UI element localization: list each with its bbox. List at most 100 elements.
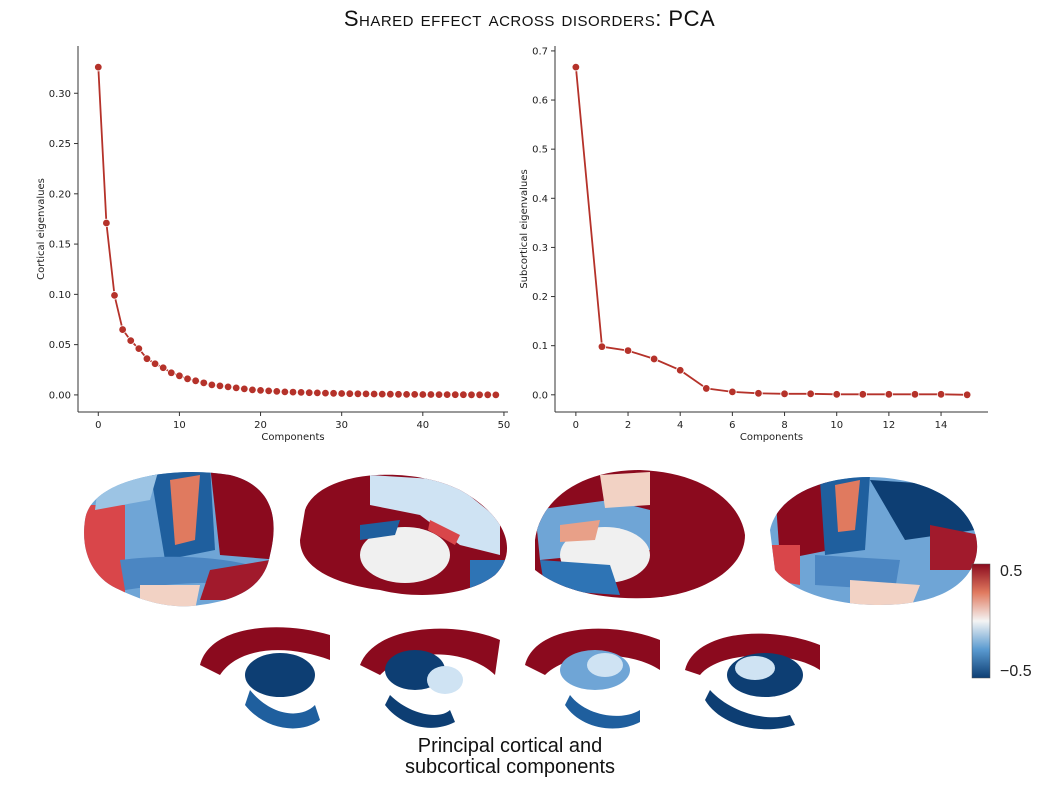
x-tick-label: 4 xyxy=(677,420,683,431)
data-point xyxy=(158,363,168,372)
data-point xyxy=(754,389,763,398)
subcortical-view-1 xyxy=(200,627,330,729)
data-point xyxy=(467,390,476,400)
subcortical-view-2 xyxy=(360,628,500,728)
y-tick-label: 0.0 xyxy=(532,390,548,401)
colorbar-max-label: 0.5 xyxy=(1000,563,1023,580)
data-point xyxy=(142,354,152,363)
caption-line-2: subcortical components xyxy=(404,756,616,778)
y-tick-label: 0.6 xyxy=(532,96,548,107)
data-point xyxy=(962,390,972,400)
cortical-eigenvalue-chart: 0.00 0.05 0.10 0.15 0.20 0.25 0.30 0 10 20 30 40 50 C… xyxy=(36,46,511,443)
data-point xyxy=(183,374,192,384)
x-tick-label: 0 xyxy=(573,420,579,431)
data-point xyxy=(329,389,338,398)
data-point xyxy=(649,354,659,364)
data-point xyxy=(175,371,184,381)
brain-maps xyxy=(84,470,991,730)
data-point xyxy=(167,368,176,377)
data-point xyxy=(240,384,249,394)
y-tick-label: 0.4 xyxy=(532,194,548,205)
colorbar xyxy=(971,563,991,679)
y-tick-label: 0.10 xyxy=(49,290,71,301)
x-tick-label: 6 xyxy=(729,420,735,431)
data-point xyxy=(832,390,841,399)
data-point xyxy=(118,325,127,334)
x-axis-label: Components xyxy=(261,432,324,443)
data-point xyxy=(676,366,685,375)
data-point xyxy=(126,336,135,345)
data-point xyxy=(451,390,460,399)
data-point xyxy=(353,389,363,399)
y-tick-label: 0.2 xyxy=(532,292,548,303)
data-point xyxy=(134,344,144,353)
figure-caption: Principal cortical and subcortical compo… xyxy=(0,736,1020,778)
data-point xyxy=(361,389,371,399)
data-point xyxy=(110,291,119,300)
data-point xyxy=(305,388,314,397)
data-point xyxy=(345,389,354,398)
x-axis-label: Components xyxy=(740,432,803,443)
x-tick-label: 8 xyxy=(781,420,787,431)
data-point xyxy=(223,382,233,392)
y-axis-label: Cortical eigenvalues xyxy=(36,178,47,280)
data-point xyxy=(280,387,290,397)
data-point xyxy=(264,386,273,396)
brain-lateral-right xyxy=(770,477,978,605)
data-point xyxy=(321,388,330,398)
data-point xyxy=(884,390,894,399)
data-point xyxy=(102,218,111,228)
x-tick-label: 2 xyxy=(625,420,631,431)
y-tick-label: 0.25 xyxy=(49,139,71,150)
caption-line-1: Principal cortical and xyxy=(417,735,603,757)
data-point xyxy=(806,389,815,399)
brain-medial-right xyxy=(535,470,745,599)
data-point xyxy=(150,359,160,368)
data-point xyxy=(597,342,607,351)
y-tick-label: 0.00 xyxy=(49,390,71,401)
data-point xyxy=(434,390,444,399)
data-point xyxy=(910,390,920,399)
y-tick-label: 0.20 xyxy=(49,189,71,200)
x-tick-label: 14 xyxy=(935,420,948,431)
data-point xyxy=(215,381,225,391)
x-tick-label: 30 xyxy=(335,420,348,431)
y-tick-label: 0.30 xyxy=(49,89,71,100)
data-point xyxy=(623,346,633,355)
y-tick-label: 0.05 xyxy=(49,340,71,351)
series-line xyxy=(575,67,968,396)
data-point xyxy=(272,387,281,396)
colorbar-min-label: −0.5 xyxy=(1000,663,1032,680)
y-tick-label: 0.7 xyxy=(532,46,548,57)
data-point xyxy=(199,378,208,388)
data-point xyxy=(94,62,103,72)
data-point xyxy=(491,390,501,400)
y-axis-label: Subcortical eigenvalues xyxy=(519,169,530,288)
data-point xyxy=(410,390,419,399)
data-point xyxy=(702,384,711,393)
data-point xyxy=(337,389,346,398)
figure-title: Shared effect across disorders: PCA xyxy=(343,6,716,31)
data-point xyxy=(191,376,200,386)
data-point xyxy=(858,390,867,399)
x-tick-label: 20 xyxy=(254,420,267,431)
subcortical-view-4 xyxy=(685,633,820,730)
data-point xyxy=(483,390,492,400)
data-point xyxy=(369,389,379,399)
data-point xyxy=(418,390,428,399)
x-tick-label: 40 xyxy=(416,420,429,431)
data-point xyxy=(378,389,387,399)
subcortical-eigenvalue-chart: 0.0 0.1 0.2 0.3 0.4 0.5 0.6 0.7 0 2 4 6 8 10 12 14 Compo… xyxy=(519,46,988,443)
x-tick-label: 12 xyxy=(883,420,896,431)
data-point xyxy=(459,390,468,399)
y-tick-label: 0.5 xyxy=(532,145,548,156)
data-point xyxy=(394,390,403,399)
x-tick-label: 0 xyxy=(95,420,101,431)
x-tick-label: 50 xyxy=(498,420,511,431)
y-tick-label: 0.3 xyxy=(532,243,548,254)
data-point xyxy=(288,387,298,397)
subcortical-view-3 xyxy=(525,628,660,729)
data-point xyxy=(475,390,484,400)
x-tick-label: 10 xyxy=(830,420,843,431)
data-point xyxy=(256,386,265,395)
